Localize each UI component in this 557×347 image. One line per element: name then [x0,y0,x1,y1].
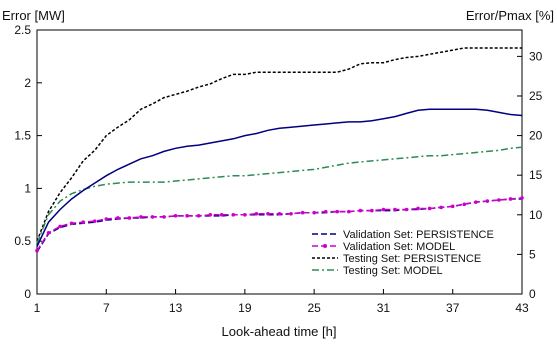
y-right-tick-label: 5 [529,247,536,261]
x-tick-label: 13 [169,301,183,315]
y-left-tick-label: 2.5 [14,23,31,37]
series-line-3 [36,146,523,244]
legend-swatch-marker [323,244,327,248]
series-point-1 [231,213,236,217]
series-point-1 [266,211,270,216]
series-point-1 [58,224,62,229]
series-point-1 [116,216,120,220]
series-point-1 [335,209,340,214]
x-tick-label: 37 [446,301,460,315]
series-point-1 [427,206,432,211]
series-point-1 [346,209,351,214]
series-point-1 [219,213,224,217]
series-point-1 [104,217,109,221]
x-tick-label: 43 [515,301,529,315]
x-axis-label: Look-ahead time [h] [222,324,337,339]
series-point-1 [185,214,189,218]
legend-label: Testing Set: PERSISTENCE [343,253,481,265]
y-right-tick-label: 25 [529,89,543,103]
series-point-1 [381,207,386,212]
x-tick-label: 19 [238,301,252,315]
series-point-1 [508,197,513,201]
series-point-1 [196,214,201,218]
series-point-1 [139,215,143,219]
plot-layer: 1 7 13 19 25 31 37 4300.511.522.5051015202530Va… [14,23,542,315]
legend-label: Validation Set: PERSISTENCE [343,229,494,241]
series-line-2 [36,47,522,242]
series-point-1 [162,215,166,219]
series-point-1 [450,204,455,209]
series-point-1 [208,213,213,217]
series-point-1 [289,211,293,216]
series-point-1 [358,208,363,213]
series-point-1 [323,209,328,214]
legend-label: Validation Set: MODEL [343,241,455,253]
series-point-1 [404,207,409,212]
x-tick-label: 1 [34,301,41,315]
x-tick-label: 31 [377,301,391,315]
series-point-1 [277,211,282,216]
series-point-1 [46,230,51,235]
y-left-tick-label: 1.5 [14,129,31,143]
y-right-tick-label: 0 [529,287,536,301]
y-axis-left-label: Error [MW] [2,8,65,23]
series-point-1 [312,210,316,215]
y-left-tick-label: 0 [24,287,31,301]
series-point-1 [300,210,305,215]
series-point-1 [462,202,467,207]
y-right-tick-label: 15 [529,168,543,182]
series-point-1 [173,214,178,218]
series-point-1 [150,215,155,219]
x-tick-label: 25 [307,301,321,315]
y-right-tick-label: 30 [529,49,543,63]
series-point-1 [35,248,39,253]
series-point-1 [393,207,397,212]
legend-label: Testing Set: MODEL [343,265,443,277]
y-axis-right-label: Error/Pmax [%] [466,8,554,23]
y-right-tick-label: 20 [529,129,543,143]
series-point-1 [81,220,85,224]
plot-frame [36,29,523,295]
series-point-1 [439,205,443,210]
series-point-1 [497,198,501,202]
y-left-tick-label: 1 [24,181,31,195]
series-point-1 [127,216,132,220]
series-point-1 [243,213,247,217]
series-point-1 [520,196,524,200]
series-point-1 [485,199,490,203]
series-point-1 [474,200,478,204]
y-left-tick-label: 0.5 [14,234,31,248]
series-point-1 [69,221,74,226]
series-point-1 [370,208,374,213]
y-left-tick-label: 2 [24,76,31,90]
series-point-1 [416,206,420,211]
y-right-tick-label: 10 [529,208,543,222]
series-point-1 [254,211,259,216]
series-line-4 [36,108,523,247]
x-tick-label: 7 [103,301,110,315]
series-point-1 [92,219,97,223]
